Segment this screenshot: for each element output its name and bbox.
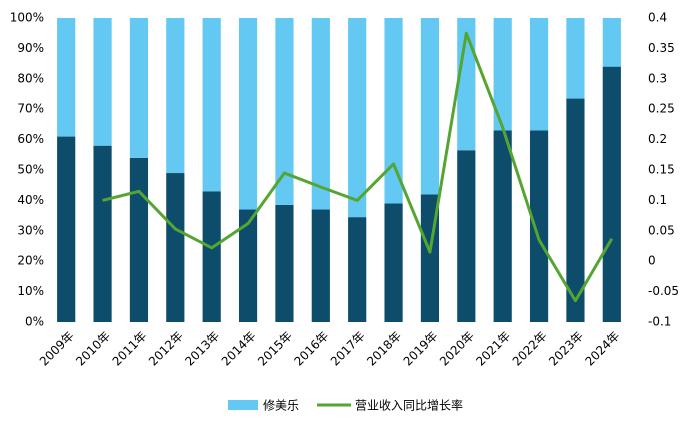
y-tick-label: 90% [17,41,44,55]
x-tick-label: 2020年 [437,329,477,369]
y-tick-label: 60% [17,132,44,146]
bar-segment [93,145,112,322]
bar-segment [493,130,512,322]
bar-segment [529,130,549,322]
y-tick-label: 70% [17,102,44,116]
bar-segment [384,18,403,204]
line [102,31,614,303]
y-tick-label: 30% [17,223,44,237]
y2-tick-label: 0.25 [648,102,675,116]
y2-tick-label: 0.05 [648,223,675,237]
bar-segment [420,18,440,195]
y2-tick-label: 0.1 [648,193,667,207]
bar-segment [238,18,258,210]
bar-segment [348,18,367,218]
bar-segment [129,157,149,322]
y-tick-label: 0% [25,315,44,329]
bar-segment [166,173,185,322]
bar-segment [238,209,258,322]
bar-segment [566,18,585,99]
bar-segment [275,204,294,322]
bar-segment [529,18,549,131]
bar-segment [457,18,476,151]
y-tick-label: 10% [17,284,44,298]
bar-segment [57,18,76,137]
y2-tick-label: 0.3 [648,71,667,85]
bar-segment [311,18,330,210]
y2-tick-label: 0.15 [648,163,675,177]
bar-segment [311,209,330,322]
bar-segment [166,18,185,174]
bar-segment [493,18,512,131]
y2-tick-label: 0.2 [648,132,667,146]
bar-segment [275,18,294,205]
x-tick-label: 2023年 [546,329,586,369]
y2-tick-label: 0 [648,254,656,268]
bar-segment [384,203,403,322]
x-tick-label: 2016年 [291,329,331,369]
bar-segment [348,217,367,322]
bar-segment [457,150,476,322]
y2-tick-label: -0.1 [648,315,671,329]
bar-segment [129,18,149,158]
x-tick-label: 2017年 [328,329,368,369]
x-tick-label: 2015年 [255,329,295,369]
x-tick-label: 2014年 [219,329,259,369]
x-tick-label: 2018年 [364,329,404,369]
x-tick-label: 2012年 [146,329,186,369]
legend-swatch [228,400,258,410]
x-tick-label: 2011年 [110,329,150,369]
x-tick-label: 2022年 [510,329,550,369]
y-tick-label: 40% [17,193,44,207]
x-tick-label: 2009年 [37,329,77,369]
x-tick-label: 2010年 [73,329,113,369]
bar-segment [602,66,621,322]
bar-segment [93,18,112,146]
x-tick-label: 2019年 [401,329,441,369]
x-tick-label: 2013年 [182,329,222,369]
bar-segment [602,18,621,67]
bar-segment [202,18,221,192]
y-tick-label: 50% [17,163,44,177]
legend-label: 营业收入同比增长率 [355,398,463,413]
legend-label: 修美乐 [263,398,299,413]
x-tick-label: 2024年 [582,329,622,369]
y2-tick-label: -0.05 [648,284,679,298]
y2-tick-label: 0.4 [648,11,667,25]
y-tick-label: 80% [17,71,44,85]
bar-segment [566,98,585,322]
bar-segment [57,136,76,322]
y-tick-label: 20% [17,254,44,268]
x-tick-label: 2021年 [473,329,513,369]
y-tick-label: 100% [10,11,44,25]
bar-segment [202,191,221,322]
y2-tick-label: 0.35 [648,41,675,55]
